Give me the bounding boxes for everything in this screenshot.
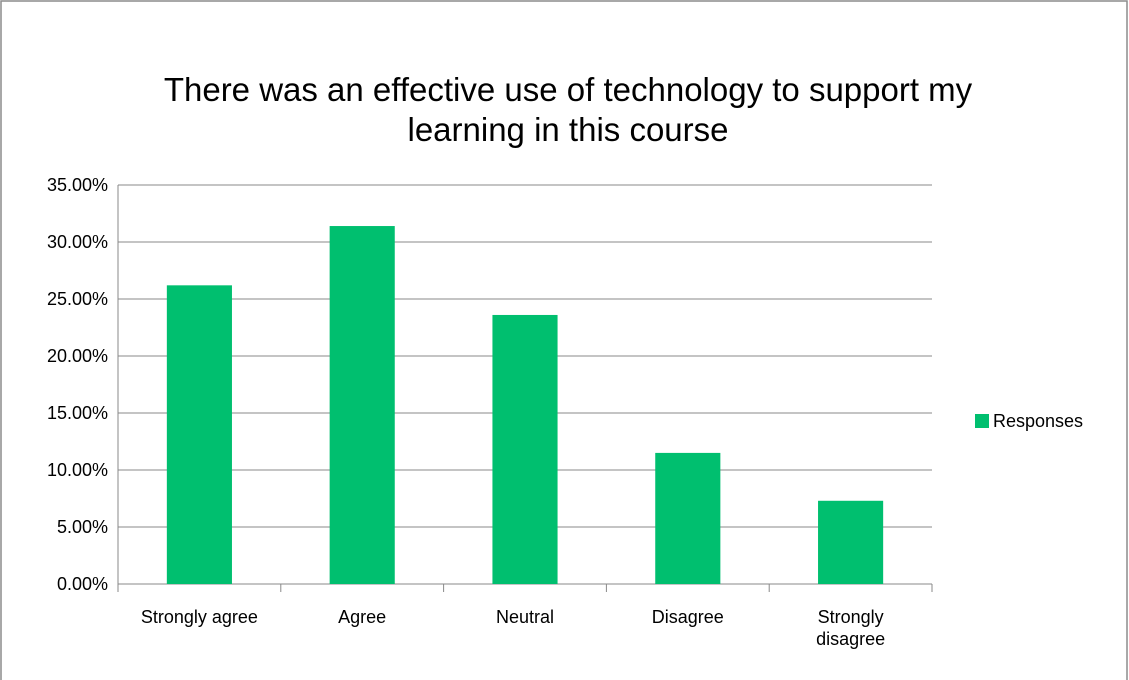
bar [492, 314, 558, 584]
y-tick-label: 20.00% [46, 346, 108, 366]
y-tick-label: 25.00% [46, 289, 108, 309]
legend-label: Responses [993, 411, 1084, 431]
x-tick-label: Neutral [495, 607, 555, 627]
x-tick-label: Disagree [651, 607, 724, 627]
bar [818, 500, 884, 584]
x-tick-label: Agree [338, 607, 387, 627]
chart-title: There was an effective use of technology… [163, 71, 973, 148]
bar [329, 226, 395, 585]
y-tick-label: 5.00% [56, 517, 108, 537]
x-tick-label: Strongly disagree [816, 607, 886, 649]
y-tick-label: 0.00% [56, 574, 108, 594]
y-tick-label: 10.00% [46, 460, 108, 480]
x-tick-label: Strongly agree [140, 607, 258, 627]
y-tick-label: 30.00% [46, 232, 108, 252]
bar [655, 452, 721, 584]
y-tick-label: 15.00% [46, 403, 108, 423]
legend-swatch [975, 414, 989, 428]
y-tick-label: 35.00% [46, 175, 108, 195]
bar [166, 285, 232, 584]
